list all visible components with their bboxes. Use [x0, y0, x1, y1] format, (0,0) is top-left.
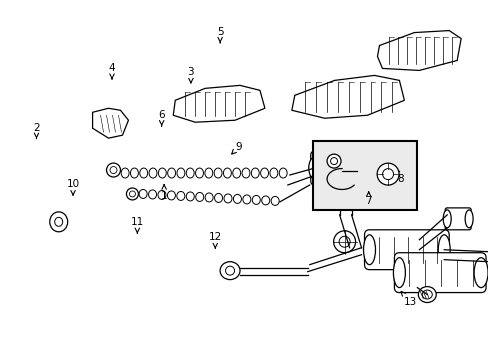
- Ellipse shape: [442, 210, 450, 228]
- Ellipse shape: [167, 191, 175, 200]
- Ellipse shape: [167, 168, 175, 178]
- Ellipse shape: [252, 195, 260, 204]
- Ellipse shape: [130, 168, 138, 178]
- Ellipse shape: [269, 168, 277, 178]
- Ellipse shape: [339, 236, 349, 247]
- Ellipse shape: [422, 290, 431, 299]
- Polygon shape: [291, 75, 404, 118]
- Ellipse shape: [186, 192, 194, 201]
- Ellipse shape: [106, 163, 120, 177]
- FancyBboxPatch shape: [444, 208, 470, 230]
- Text: 1: 1: [161, 185, 167, 201]
- Polygon shape: [377, 31, 460, 71]
- Ellipse shape: [149, 168, 157, 178]
- Ellipse shape: [251, 168, 259, 178]
- Ellipse shape: [308, 157, 320, 179]
- Ellipse shape: [382, 168, 393, 180]
- Ellipse shape: [232, 168, 240, 178]
- Ellipse shape: [110, 167, 117, 174]
- Ellipse shape: [121, 168, 129, 178]
- Ellipse shape: [158, 190, 165, 199]
- Ellipse shape: [224, 194, 231, 203]
- Ellipse shape: [214, 193, 222, 202]
- Ellipse shape: [393, 258, 405, 288]
- Text: 12: 12: [208, 232, 222, 248]
- Ellipse shape: [333, 231, 355, 253]
- Ellipse shape: [129, 191, 135, 197]
- Text: 13: 13: [400, 291, 416, 307]
- Ellipse shape: [50, 212, 67, 232]
- Ellipse shape: [464, 210, 472, 228]
- Ellipse shape: [473, 258, 487, 288]
- Ellipse shape: [158, 168, 166, 178]
- Ellipse shape: [220, 262, 240, 280]
- Ellipse shape: [177, 168, 184, 178]
- Ellipse shape: [148, 190, 156, 199]
- Ellipse shape: [392, 155, 406, 181]
- Ellipse shape: [243, 195, 250, 204]
- Ellipse shape: [139, 189, 147, 198]
- Text: 2: 2: [33, 123, 40, 139]
- Ellipse shape: [204, 168, 212, 178]
- Ellipse shape: [177, 192, 184, 201]
- Polygon shape: [173, 85, 264, 122]
- Text: 6: 6: [158, 111, 164, 126]
- Text: 4: 4: [108, 63, 115, 79]
- Ellipse shape: [261, 196, 269, 205]
- Ellipse shape: [326, 154, 340, 168]
- Ellipse shape: [195, 168, 203, 178]
- Text: 11: 11: [130, 217, 143, 233]
- Ellipse shape: [363, 235, 375, 265]
- Ellipse shape: [214, 168, 222, 178]
- Ellipse shape: [242, 168, 249, 178]
- Ellipse shape: [140, 168, 147, 178]
- FancyBboxPatch shape: [364, 230, 448, 270]
- Ellipse shape: [223, 168, 231, 178]
- Text: 9: 9: [231, 142, 242, 154]
- Text: 7: 7: [365, 192, 371, 206]
- Ellipse shape: [55, 217, 62, 226]
- FancyBboxPatch shape: [394, 253, 485, 293]
- Ellipse shape: [260, 168, 268, 178]
- Ellipse shape: [225, 266, 234, 275]
- Ellipse shape: [233, 194, 241, 203]
- Ellipse shape: [270, 197, 279, 206]
- Polygon shape: [92, 108, 128, 138]
- Ellipse shape: [279, 168, 286, 178]
- Ellipse shape: [204, 193, 213, 202]
- Text: 10: 10: [66, 179, 80, 195]
- Ellipse shape: [186, 168, 194, 178]
- Ellipse shape: [330, 158, 337, 165]
- Text: 3: 3: [187, 67, 194, 83]
- Text: 5: 5: [216, 27, 223, 43]
- FancyBboxPatch shape: [310, 151, 398, 185]
- Ellipse shape: [417, 287, 435, 302]
- Ellipse shape: [437, 235, 449, 265]
- Ellipse shape: [376, 163, 398, 185]
- Bar: [312, 140, 417, 211]
- Text: 8: 8: [395, 168, 403, 184]
- Ellipse shape: [195, 193, 203, 201]
- Ellipse shape: [126, 188, 138, 200]
